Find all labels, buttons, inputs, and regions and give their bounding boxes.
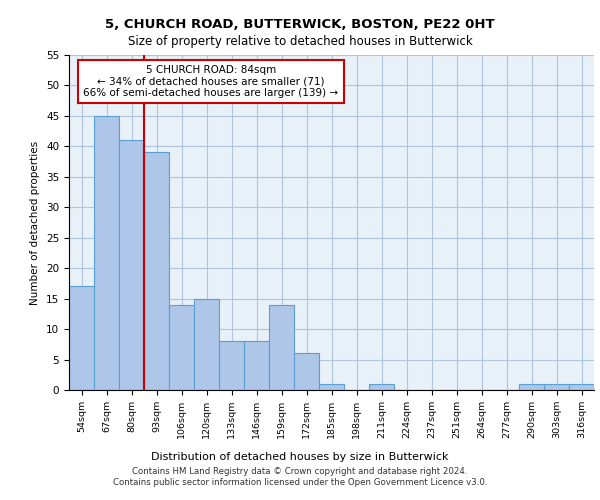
- Text: 5, CHURCH ROAD, BUTTERWICK, BOSTON, PE22 0HT: 5, CHURCH ROAD, BUTTERWICK, BOSTON, PE22…: [105, 18, 495, 30]
- Bar: [219, 342, 244, 390]
- Text: Size of property relative to detached houses in Butterwick: Size of property relative to detached ho…: [128, 35, 472, 48]
- Bar: [369, 384, 394, 390]
- Bar: [194, 298, 219, 390]
- Bar: [544, 384, 569, 390]
- Bar: [94, 116, 119, 390]
- Bar: [294, 354, 319, 390]
- Bar: [519, 384, 544, 390]
- Y-axis label: Number of detached properties: Number of detached properties: [31, 140, 40, 304]
- Bar: [244, 342, 269, 390]
- Text: Distribution of detached houses by size in Butterwick: Distribution of detached houses by size …: [151, 452, 449, 462]
- Text: Contains HM Land Registry data © Crown copyright and database right 2024.: Contains HM Land Registry data © Crown c…: [132, 467, 468, 476]
- Bar: [319, 384, 344, 390]
- Text: 5 CHURCH ROAD: 84sqm
← 34% of detached houses are smaller (71)
66% of semi-detac: 5 CHURCH ROAD: 84sqm ← 34% of detached h…: [83, 65, 338, 98]
- Bar: [119, 140, 144, 390]
- Bar: [169, 304, 194, 390]
- Bar: [69, 286, 94, 390]
- Bar: [269, 304, 294, 390]
- Bar: [569, 384, 594, 390]
- Text: Contains public sector information licensed under the Open Government Licence v3: Contains public sector information licen…: [113, 478, 487, 487]
- Bar: [144, 152, 169, 390]
